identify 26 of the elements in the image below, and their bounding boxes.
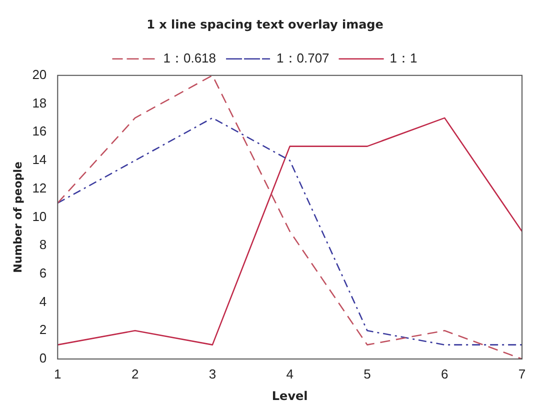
- legend-label: 1：1: [390, 50, 418, 66]
- y-tick-label: 20: [32, 66, 47, 82]
- legend-label: 1：0.707: [276, 50, 330, 66]
- chart-title: 1 x line spacing text overlay image: [146, 17, 384, 32]
- y-tick-label: 18: [32, 95, 47, 110]
- y-tick-label: 10: [32, 208, 47, 224]
- x-tick-label: 3: [208, 366, 216, 382]
- x-tick-label: 1: [54, 366, 62, 382]
- y-tick-label: 6: [39, 266, 47, 280]
- y-axis-title: Number of people: [11, 162, 24, 273]
- x-tick-label: 5: [364, 366, 371, 382]
- x-axis-title: Level: [272, 388, 308, 403]
- y-tick-label: 2: [39, 322, 47, 338]
- x-tick-label: 4: [286, 366, 294, 382]
- y-tick-label: 12: [32, 180, 47, 196]
- y-tick-label: 4: [39, 294, 47, 309]
- line-series: [58, 75, 522, 359]
- legend-label: 1：0.618: [163, 50, 216, 66]
- y-tick-label: 8: [39, 237, 47, 252]
- x-tick-label: 6: [440, 366, 448, 382]
- line-series: [58, 117, 522, 346]
- x-tick-label: 2: [131, 366, 139, 382]
- y-tick-label: 0: [39, 350, 47, 366]
- y-tick-label: 14: [32, 152, 47, 168]
- y-tick-label: 16: [32, 124, 47, 139]
- x-tick-label: 7: [518, 366, 526, 382]
